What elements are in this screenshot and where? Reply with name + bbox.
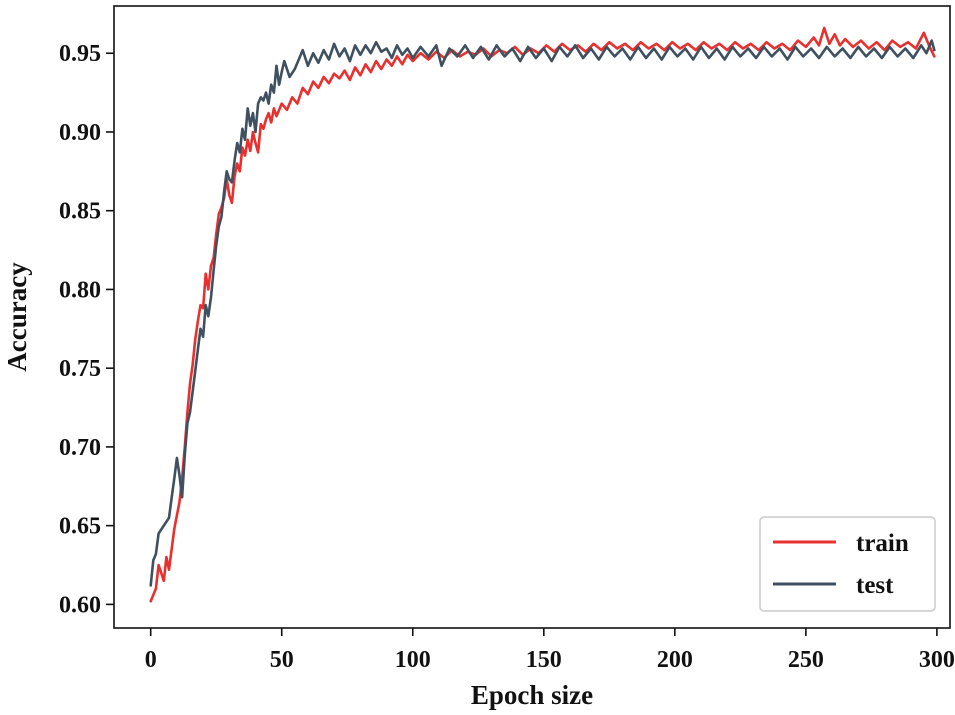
y-tick-label: 0.95: [59, 41, 101, 67]
x-axis: 0 50 100 150 200 250 300: [145, 628, 955, 673]
y-tick-label: 0.90: [59, 120, 101, 146]
x-tick-label: 150: [526, 647, 562, 673]
x-tick-label: 50: [270, 647, 294, 673]
y-tick-label: 0.85: [59, 199, 101, 225]
y-tick-label: 0.65: [59, 514, 101, 540]
x-tick-label: 200: [657, 647, 693, 673]
y-axis: 0.60 0.65 0.70 0.75 0.80 0.85 0.90 0.95: [59, 41, 114, 618]
x-axis-label: Epoch size: [471, 680, 593, 710]
y-tick-label: 0.60: [59, 592, 101, 618]
y-tick-label: 0.70: [59, 435, 101, 461]
x-tick-label: 100: [395, 647, 431, 673]
legend-label-train: train: [856, 530, 909, 557]
x-tick-label: 0: [145, 647, 157, 673]
y-tick-label: 0.80: [59, 277, 101, 303]
x-tick-label: 300: [919, 647, 955, 673]
legend: train test: [759, 516, 936, 612]
legend-label-test: test: [856, 572, 894, 599]
x-tick-label: 250: [788, 647, 824, 673]
y-tick-label: 0.75: [59, 356, 101, 382]
series-line-test: [149, 39, 936, 587]
y-axis-label: Accuracy: [2, 262, 32, 372]
series-layer: [149, 26, 936, 603]
